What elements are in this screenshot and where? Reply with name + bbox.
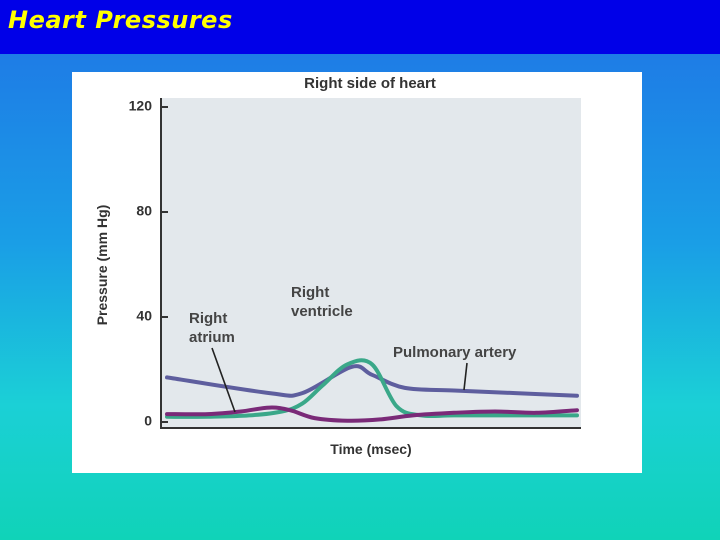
- pulmonary-artery-line: [165, 364, 579, 398]
- pulmonary-artery-label: Pulmonary artery: [393, 344, 517, 361]
- pulmonary-artery-pointer: [463, 362, 468, 391]
- slide-title: Heart Pressures: [8, 6, 233, 34]
- plot-background: [161, 98, 581, 427]
- y-tick-label: 40: [136, 308, 152, 324]
- y-tick-label: 80: [136, 203, 152, 219]
- pressure-chart: Right side of heart 0 40 80 120 Pressure (m…: [94, 75, 581, 457]
- figure-panel: Right side of heart 0 40 80 120 Pressure (m…: [72, 72, 642, 473]
- right-atrium-label-line1: Right: [189, 310, 227, 327]
- chart-title: Right side of heart: [304, 75, 436, 92]
- y-tick-label: 120: [129, 98, 153, 114]
- y-axis-label: Pressure (mm Hg): [94, 205, 110, 326]
- right-atrium-label-line2: atrium: [189, 329, 235, 346]
- title-bar: Heart Pressures: [0, 0, 720, 54]
- x-axis-label: Time (msec): [330, 441, 411, 457]
- series-lines: [165, 358, 579, 423]
- right-ventricle-line: [165, 358, 579, 419]
- y-ticks: 0 40 80 120: [129, 98, 168, 429]
- right-atrium-line: [165, 405, 579, 423]
- right-ventricle-label-line1: Right: [291, 284, 329, 301]
- right-ventricle-label-line2: ventricle: [291, 303, 353, 320]
- right-atrium-pointer: [211, 347, 236, 413]
- y-tick-label: 0: [144, 413, 152, 429]
